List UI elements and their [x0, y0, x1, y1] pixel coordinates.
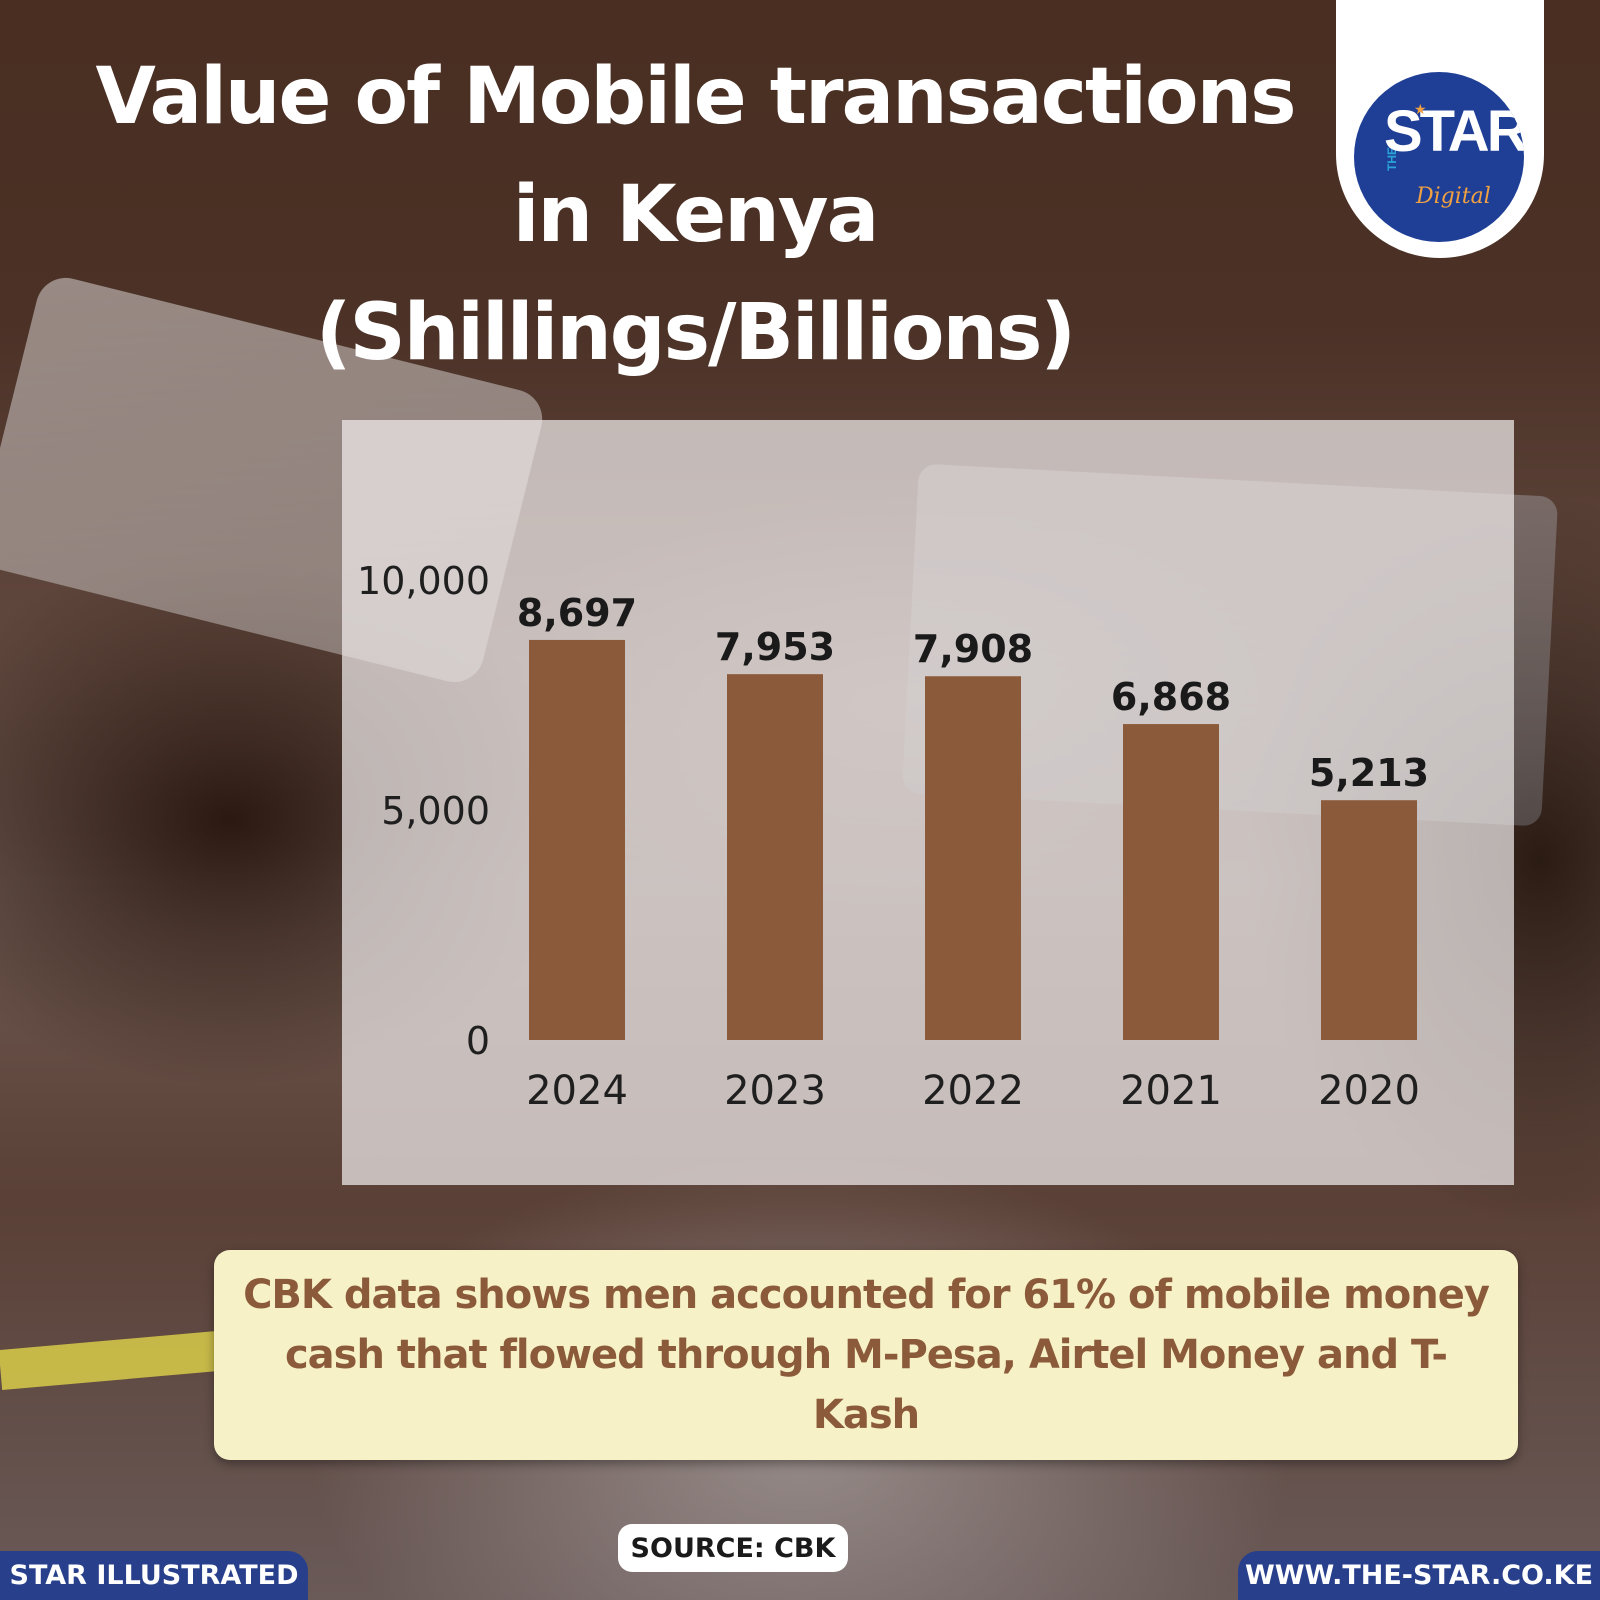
- footer-website-link[interactable]: WWW.THE-STAR.CO.KE: [1238, 1551, 1600, 1600]
- bar-2023: [727, 674, 823, 1040]
- data-label: 8,697: [517, 591, 637, 635]
- x-tick-label: 2022: [922, 1068, 1024, 1114]
- bar-chart: 10,000 5,000 0 8,697 2024 7,953 2023 7,908 2022 6…: [357, 559, 1429, 1114]
- data-label: 7,953: [715, 625, 835, 669]
- data-label: 7,908: [913, 627, 1033, 671]
- chart-panel: 10,000 5,000 0 8,697 2024 7,953 2023 7,908 2022 6…: [342, 420, 1514, 1185]
- logo-star-icon: ★: [1414, 102, 1427, 118]
- y-tick-label: 0: [466, 1019, 490, 1063]
- logo-digital-text: Digital: [1416, 184, 1491, 209]
- logo-star-text: STAR: [1384, 99, 1524, 164]
- data-label: 5,213: [1309, 751, 1429, 795]
- data-label: 6,868: [1111, 675, 1231, 719]
- logo-circle: THE STAR ★ Digital: [1354, 72, 1524, 242]
- bar-2021: [1123, 724, 1219, 1040]
- x-tick-label: 2021: [1120, 1068, 1222, 1114]
- title-line-2: in Kenya: [512, 170, 879, 260]
- bar-2022: [925, 676, 1021, 1040]
- callout-text: CBK data shows men accounted for 61% of …: [243, 1272, 1490, 1438]
- title-line-1: Value of Mobile transactions: [95, 52, 1296, 142]
- bar-2020: [1321, 800, 1417, 1040]
- y-tick-label: 10,000: [357, 559, 490, 603]
- x-tick-label: 2023: [724, 1068, 826, 1114]
- callout-box: CBK data shows men accounted for 61% of …: [214, 1250, 1518, 1460]
- bar-2024: [529, 639, 625, 1040]
- the-star-digital-logo: THE STAR ★ Digital: [1336, 0, 1544, 258]
- title-line-3: (Shillings/Billions): [315, 288, 1076, 378]
- footer-star-illustrated: STAR ILLUSTRATED: [0, 1551, 308, 1600]
- y-tick-label: 5,000: [381, 789, 490, 833]
- x-tick-label: 2020: [1318, 1068, 1420, 1114]
- page-title: Value of Mobile transactions in Kenya (S…: [60, 38, 1330, 392]
- x-tick-label: 2024: [526, 1068, 628, 1114]
- source-label: SOURCE: CBK: [618, 1524, 848, 1572]
